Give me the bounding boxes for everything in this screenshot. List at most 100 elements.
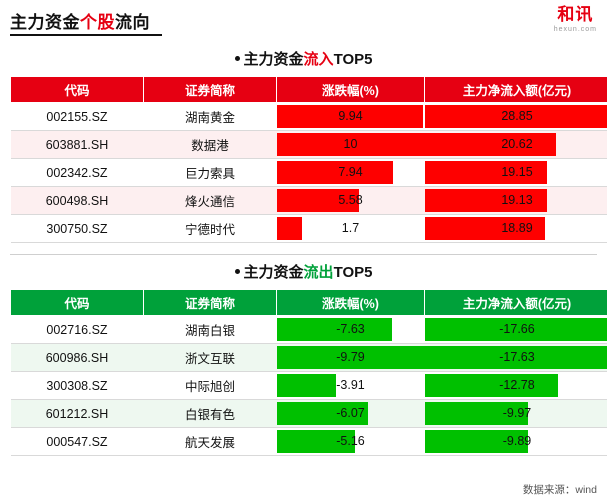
cell-change: 7.94 — [276, 158, 425, 187]
page-title-accent: 个股 — [80, 13, 115, 32]
brand-name: 和讯 — [557, 5, 594, 24]
inflow-table: 代码 证券简称 涨跌幅(%) 主力净流入额(亿元) 002155.SZ 湖南黄金… — [10, 76, 607, 243]
cell-code: 002342.SZ — [10, 158, 144, 187]
inflow-title-prefix: 主力资金 — [243, 51, 304, 68]
cell-change-value: -6.07 — [336, 406, 365, 420]
bar-netinflow — [424, 346, 607, 369]
bar-netinflow — [424, 105, 607, 128]
brand-domain: hexun.com — [553, 26, 597, 33]
cell-code: 300308.SZ — [10, 371, 144, 400]
cell-name: 湖南黄金 — [143, 102, 277, 131]
column-header-netinflow: 主力净流入额(亿元) — [424, 289, 607, 316]
cell-code: 000547.SZ — [10, 427, 144, 456]
cell-code: 002716.SZ — [10, 315, 144, 344]
cell-code: 002155.SZ — [10, 102, 144, 131]
bar-netinflow — [424, 161, 547, 184]
bar-change — [276, 105, 424, 128]
bar-netinflow — [424, 374, 558, 397]
cell-change: -7.63 — [276, 315, 425, 344]
cell-netinflow: -12.78 — [424, 371, 607, 400]
table-row: 603881.SH 数据港 10 20.62 — [10, 130, 607, 159]
cell-netinflow: 19.13 — [424, 186, 607, 215]
table-row: 600498.SH 烽火通信 5.58 19.13 — [10, 186, 607, 215]
table-row: 002342.SZ 巨力索具 7.94 19.15 — [10, 158, 607, 187]
table-row: 002155.SZ 湖南黄金 9.94 28.85 — [10, 102, 607, 131]
column-header-name: 证券简称 — [143, 289, 277, 316]
cell-netinflow-value: 18.89 — [501, 221, 533, 235]
table-row: 000547.SZ 航天发展 -5.16 -9.89 — [10, 427, 607, 456]
brand-logo: 和讯 hexun.com — [554, 6, 597, 33]
cell-name: 浙文互联 — [143, 343, 277, 372]
outflow-table: 代码 证券简称 涨跌幅(%) 主力净流入额(亿元) 002716.SZ 湖南白银… — [10, 289, 607, 456]
cell-change: -3.91 — [276, 371, 425, 400]
cell-code: 600498.SH — [10, 186, 144, 215]
cell-change: 10 — [276, 130, 425, 159]
cell-netinflow: 20.62 — [424, 130, 607, 159]
cell-change: 9.94 — [276, 102, 425, 131]
cell-netinflow: -17.63 — [424, 343, 607, 372]
cell-change-value: 5.58 — [338, 193, 363, 207]
column-header-change: 涨跌幅(%) — [276, 76, 425, 103]
cell-netinflow: -9.89 — [424, 427, 607, 456]
bar-change — [276, 318, 392, 341]
table-row: 300308.SZ 中际旭创 -3.91 -12.78 — [10, 371, 607, 400]
cell-change: -6.07 — [276, 399, 425, 428]
table-row: 002716.SZ 湖南白银 -7.63 -17.66 — [10, 315, 607, 344]
page-title: 主力资金个股流向 — [10, 8, 150, 33]
section-outflow: 主力资金流出TOP5 代码 证券简称 涨跌幅(%) 主力净流入额(亿元) 002… — [0, 261, 607, 456]
inflow-title-suffix: TOP5 — [333, 51, 373, 68]
cell-change-value: 9.94 — [338, 109, 363, 123]
page-header: 主力资金个股流向 和讯 hexun.com — [0, 0, 607, 42]
bar-netinflow — [424, 189, 547, 212]
cell-change: -9.79 — [276, 343, 425, 372]
cell-netinflow-value: -9.89 — [502, 434, 532, 448]
inflow-title-highlight: 流入 — [303, 51, 334, 68]
column-header-change: 涨跌幅(%) — [276, 289, 425, 316]
bar-change — [276, 402, 369, 425]
cell-name: 白银有色 — [143, 399, 277, 428]
cell-netinflow-value: -9.97 — [502, 406, 532, 420]
cell-netinflow: -9.97 — [424, 399, 607, 428]
page-title-part1: 主力资金 — [10, 13, 80, 32]
bar-change — [276, 374, 336, 397]
cell-netinflow-value: -17.63 — [499, 350, 535, 364]
cell-change-value: -7.63 — [336, 322, 365, 336]
cell-name: 烽火通信 — [143, 186, 277, 215]
cell-change-value: 7.94 — [338, 165, 363, 179]
title-underline — [10, 34, 162, 36]
cell-name: 巨力索具 — [143, 158, 277, 187]
cell-name: 宁德时代 — [143, 214, 277, 243]
cell-change-value: -5.16 — [336, 434, 365, 448]
section-divider — [10, 254, 597, 255]
column-header-name: 证券简称 — [143, 76, 277, 103]
bullet-icon — [234, 268, 240, 274]
section-inflow: 主力资金流入TOP5 代码 证券简称 涨跌幅(%) 主力净流入额(亿元) 002… — [0, 48, 607, 243]
data-source-note: 数据来源：wind — [522, 484, 597, 496]
bar-netinflow — [424, 217, 545, 240]
cell-name: 航天发展 — [143, 427, 277, 456]
cell-netinflow-value: -17.66 — [499, 322, 535, 336]
cell-name: 湖南白银 — [143, 315, 277, 344]
cell-change-value: 10 — [343, 137, 358, 151]
column-header-code: 代码 — [10, 289, 144, 316]
cell-netinflow-value: 19.15 — [501, 165, 533, 179]
cell-change: 5.58 — [276, 186, 425, 215]
cell-code: 600986.SH — [10, 343, 144, 372]
column-header-netinflow: 主力净流入额(亿元) — [424, 76, 607, 103]
cell-netinflow: 19.15 — [424, 158, 607, 187]
cell-code: 603881.SH — [10, 130, 144, 159]
cell-change: -5.16 — [276, 427, 425, 456]
cell-code: 300750.SZ — [10, 214, 144, 243]
table-row: 300750.SZ 宁德时代 1.7 18.89 — [10, 214, 607, 243]
cell-netinflow: 18.89 — [424, 214, 607, 243]
bar-change — [276, 430, 355, 453]
section-inflow-title: 主力资金流入TOP5 — [10, 48, 597, 69]
section-outflow-title: 主力资金流出TOP5 — [10, 261, 597, 282]
table-header-row: 代码 证券简称 涨跌幅(%) 主力净流入额(亿元) — [10, 76, 607, 103]
cell-change-value: -3.91 — [336, 378, 365, 392]
table-row: 600986.SH 浙文互联 -9.79 -17.63 — [10, 343, 607, 372]
bullet-icon — [234, 55, 240, 61]
cell-netinflow: 28.85 — [424, 102, 607, 131]
bar-change — [276, 161, 394, 184]
